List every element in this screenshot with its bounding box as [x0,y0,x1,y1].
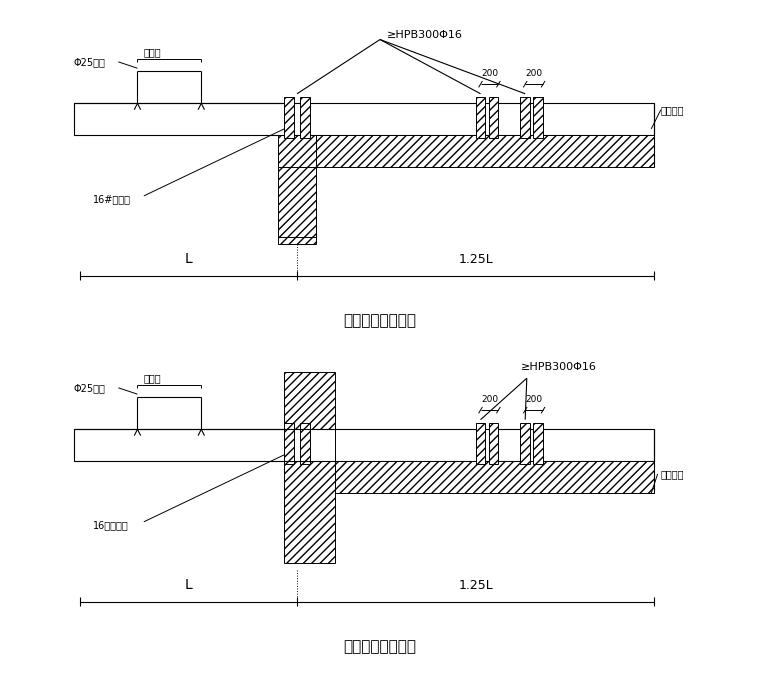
Text: 木楔塞紧: 木楔塞紧 [661,105,684,115]
Text: 1.25L: 1.25L [458,253,493,266]
Bar [278,135,316,244]
Bar [476,97,486,139]
Text: 200: 200 [481,69,498,78]
Text: 悬挑钢梁穿墙构造: 悬挑钢梁穿墙构造 [344,639,416,654]
Bar [521,423,530,464]
Bar [489,423,498,464]
Bar [290,135,654,167]
Text: Φ25钢筋: Φ25钢筋 [74,57,106,67]
Bar [74,429,654,461]
Text: 悬挑钢梁楼面构造: 悬挑钢梁楼面构造 [344,313,416,328]
Text: L: L [185,578,192,592]
Bar [284,429,335,461]
Bar [521,97,530,139]
Bar [300,97,310,139]
Bar [278,167,316,238]
Text: 200: 200 [526,69,543,78]
Bar [534,423,543,464]
Text: 同梁宽: 同梁宽 [144,373,161,383]
Text: 同梁宽: 同梁宽 [144,48,161,57]
Text: 16号工字钢: 16号工字钢 [93,520,128,530]
Text: 1.25L: 1.25L [458,579,493,592]
Text: 200: 200 [526,394,543,404]
Text: 16#工字钢: 16#工字钢 [93,194,131,204]
Bar [284,97,294,139]
Bar [284,372,335,564]
Bar [476,423,486,464]
Text: Φ25钢筋: Φ25钢筋 [74,383,106,392]
Text: L: L [185,252,192,266]
Text: 200: 200 [481,394,498,404]
Bar [335,461,654,493]
Bar [534,97,543,139]
Bar [300,423,310,464]
Text: ≥HPB300Φ16: ≥HPB300Φ16 [386,29,462,39]
Bar [489,97,498,139]
Text: 木楔塞紧: 木楔塞紧 [661,469,684,479]
Text: ≥HPB300Φ16: ≥HPB300Φ16 [521,362,597,372]
Bar [284,423,294,464]
Bar [74,103,654,135]
